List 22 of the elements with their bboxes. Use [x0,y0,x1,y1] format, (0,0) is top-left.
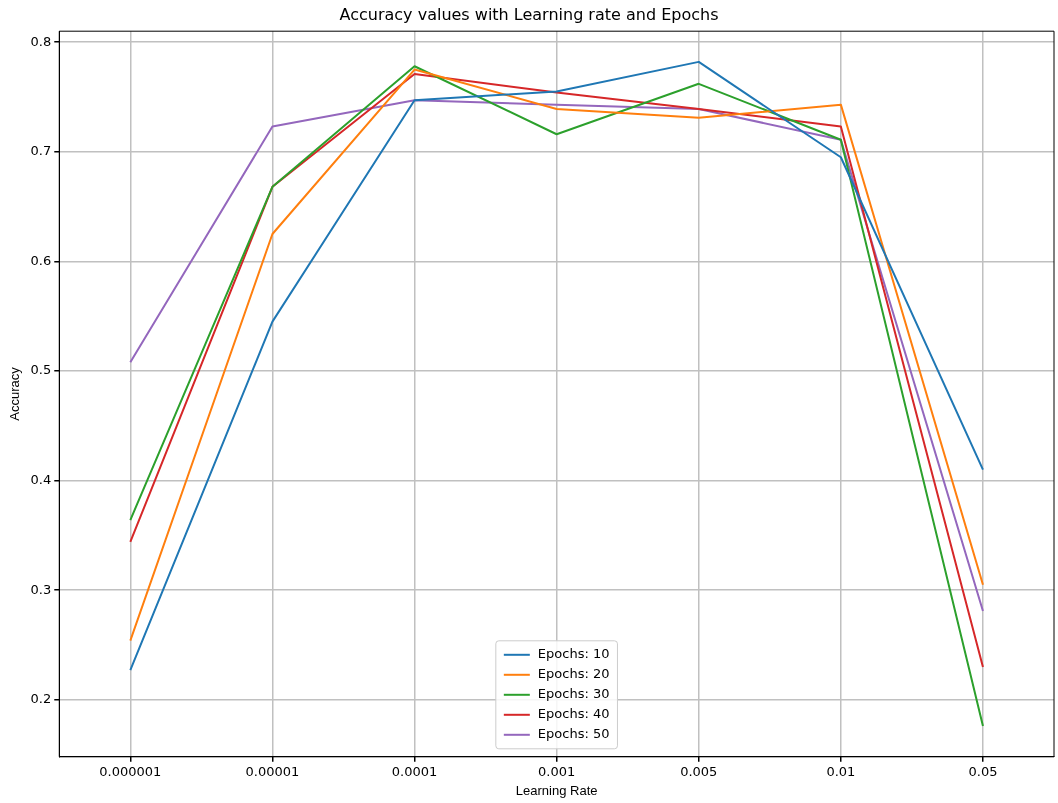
x-tick-label: 0.01 [826,763,856,779]
x-tick-label: 0.0001 [391,763,438,779]
legend-label: Epochs: 40 [537,706,610,722]
legend-label: Epochs: 30 [537,686,610,702]
y-tick-label: 0.7 [30,143,52,159]
y-tick-label: 0.5 [30,362,52,378]
legend-label: Epochs: 20 [537,666,610,682]
x-tick-label: 0.05 [968,763,998,779]
x-tick-label: 0.001 [538,763,576,779]
y-axis-title: Accuracy [7,366,23,421]
y-tick-label: 0.8 [30,33,52,49]
x-axis-title: Learning Rate [515,782,598,798]
x-tick-label: 0.005 [680,763,718,779]
x-tick-label: 0.00001 [245,763,300,779]
chart-title: Accuracy values with Learning rate and Epochs [339,4,719,24]
y-tick-label: 0.3 [30,581,52,597]
x-tick-label: 0.000001 [99,763,162,779]
legend-label: Epochs: 50 [537,726,610,742]
y-tick-label: 0.4 [30,471,52,487]
y-tick-label: 0.2 [30,691,52,707]
legend-label: Epochs: 10 [537,646,610,662]
y-tick-label: 0.6 [30,252,52,268]
